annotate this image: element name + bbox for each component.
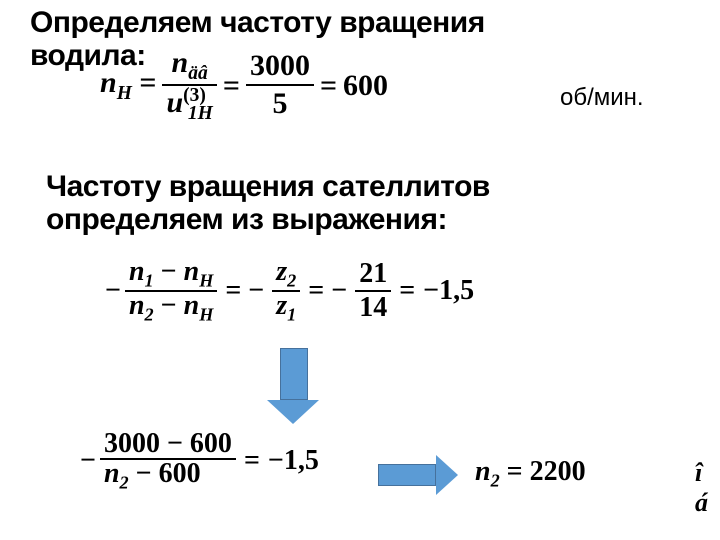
equation-substituted: − 3000 − 600 = −1,5 n2 − 600 [80,430,319,492]
d3r: − 600 [129,458,201,489]
d3s: 2 [120,473,129,493]
n2rs: 2 [491,471,500,491]
d3v: n [104,458,120,489]
unit-label: об/мин. [560,84,644,112]
nH-sub: H [117,83,132,104]
z2v: z [276,256,287,287]
vn: 21 [359,258,387,289]
nHs: H [199,271,213,291]
den-val: 5 [272,87,287,120]
z1s: 1 [287,304,296,324]
heading2-line2: определяем из выражения: [46,203,447,236]
truncated-text: î á [695,458,720,518]
nHv: n [184,256,200,287]
z1v: z [276,290,287,321]
equation-ratio: − n1 − nH = − z2 = − 21 = −1,5 n2 − nH z… [105,258,474,324]
nH-var: n [100,66,117,99]
heading-satellite-speed: Частоту вращения сателлитов определяем и… [46,170,490,236]
num-val: 3000 [250,49,310,82]
equation-result-n2: n2 = 2200 [475,456,586,492]
n2rv: n [475,456,491,487]
vd: 14 [359,292,387,323]
den-sub: 1H [188,103,213,124]
arrow-right-icon [378,455,458,495]
den-var: u [166,86,183,119]
r3: −1,5 [268,445,319,476]
r2: −1,5 [423,275,474,306]
nHv2: n [184,290,200,321]
heading-line1: Определяем частоту вращения [30,6,485,39]
n2s: 2 [145,304,154,324]
m1: − [105,275,121,306]
n1s: 1 [145,271,154,291]
z2s: 2 [287,271,296,291]
num-sub: äâ [188,63,208,84]
n2rval: 2200 [530,456,586,487]
equation-nH: nH = näâ = 3000 = 600 u(3)1H 5 [100,48,388,123]
page: Определяем частоту вращения водила: об/м… [0,0,720,540]
nHs2: H [199,304,213,324]
num-var: n [172,46,189,79]
arrow-down-icon [280,348,319,424]
num3: 3000 − 600 [104,428,232,459]
res-val: 600 [343,69,388,102]
n2v: n [129,290,145,321]
m3: − [80,445,96,476]
n1v: n [129,256,145,287]
heading2-line1: Частоту вращения сателлитов [46,170,490,203]
